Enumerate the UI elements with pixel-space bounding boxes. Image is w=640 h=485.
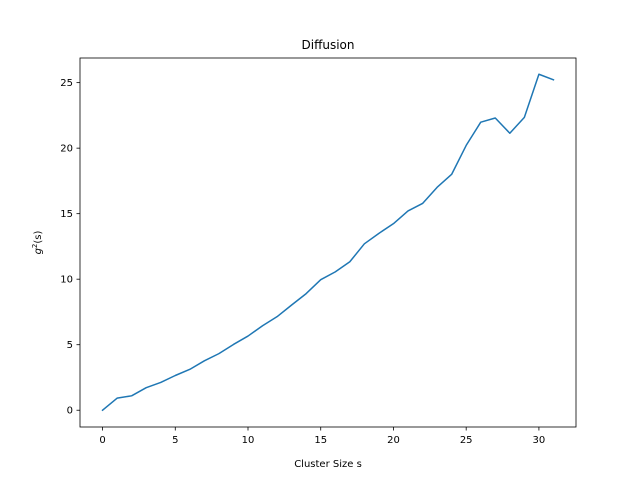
series-group [101, 73, 555, 412]
x-tick-label: 30 [533, 435, 546, 446]
x-tick-label: 5 [172, 435, 178, 446]
y-axis-ticks: 0 5 10 15 20 25 [60, 78, 80, 417]
y-tick-label: 20 [60, 144, 73, 155]
y-axis-label-superscript: 2 [31, 244, 39, 248]
x-axis-label: Cluster Size s [294, 459, 362, 470]
x-axis-ticks: 0 5 10 15 20 25 30 [99, 427, 545, 446]
y-tick-label: 25 [60, 78, 73, 89]
y-axis-label-base: g [33, 248, 44, 254]
y-axis-label: g2(s) [31, 230, 44, 254]
y-tick-label: 10 [60, 275, 73, 286]
x-tick-label: 10 [242, 435, 255, 446]
x-tick-label: 25 [460, 435, 473, 446]
x-tick-label: 20 [387, 435, 400, 446]
y-tick-label: 15 [60, 209, 73, 220]
x-tick-label: 0 [99, 435, 105, 446]
y-tick-label: 5 [67, 340, 73, 351]
chart-title: Diffusion [302, 38, 355, 52]
y-axis-label-tail: (s) [33, 230, 44, 243]
y-tick-label: 0 [67, 406, 73, 417]
series-line [101, 73, 555, 412]
plot-area-frame [79, 57, 577, 428]
x-tick-label: 15 [314, 435, 327, 446]
